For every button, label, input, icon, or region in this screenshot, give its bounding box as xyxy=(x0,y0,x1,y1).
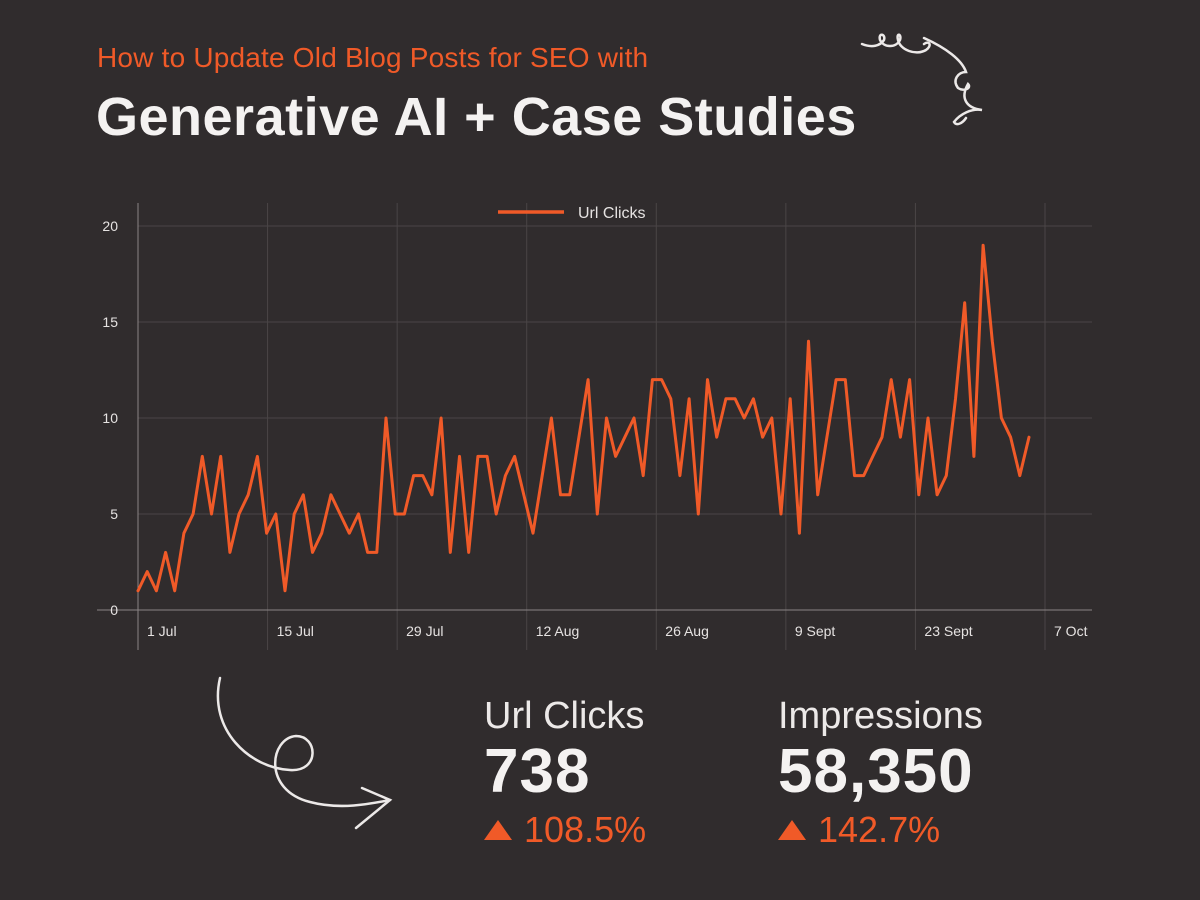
stat-change-value: 108.5% xyxy=(524,809,647,850)
legend-label: Url Clicks xyxy=(578,205,646,222)
x-tick-label: 12 Aug xyxy=(536,623,580,639)
y-axis-ticks: 0 5 10 15 20 xyxy=(102,218,118,618)
stat-label: Impressions xyxy=(778,695,983,737)
page-subtitle: How to Update Old Blog Posts for SEO wit… xyxy=(97,42,649,73)
x-tick-label: 7 Oct xyxy=(1054,623,1088,639)
x-tick-label: 9 Sept xyxy=(795,623,836,639)
series-line xyxy=(136,243,1031,593)
stat-change: 108.5% xyxy=(484,809,646,851)
y-tick-label: 5 xyxy=(110,506,118,522)
y-tick-label: 0 xyxy=(110,602,118,618)
x-tick-label: 1 Jul xyxy=(147,623,177,639)
page-title: Generative AI + Case Studies xyxy=(96,87,857,147)
stat-impressions: Impressions 58,350 142.7% xyxy=(778,695,983,851)
stat-value: 738 xyxy=(484,737,591,806)
chart-grid xyxy=(138,203,1092,650)
y-tick-label: 15 xyxy=(102,314,118,330)
squiggle-decoration-icon xyxy=(860,33,983,126)
chart-legend: Url Clicks xyxy=(498,205,646,222)
stat-value: 58,350 xyxy=(778,737,974,806)
triangle-up-icon xyxy=(484,820,512,840)
chart-series xyxy=(136,243,1031,593)
triangle-up-icon xyxy=(778,820,806,840)
y-tick-label: 20 xyxy=(102,218,118,234)
stat-change: 142.7% xyxy=(778,809,983,851)
x-tick-label: 29 Jul xyxy=(406,623,443,639)
x-tick-label: 26 Aug xyxy=(665,623,709,639)
y-tick-label: 10 xyxy=(102,410,118,426)
stat-change-value: 142.7% xyxy=(818,809,941,850)
x-tick-label: 15 Jul xyxy=(277,623,314,639)
chart-axes xyxy=(97,203,1092,650)
x-axis-ticks: 1 Jul 15 Jul 29 Jul 12 Aug 26 Aug 9 Sept 23 Se… xyxy=(147,623,1088,639)
stat-label: Url Clicks xyxy=(484,695,645,737)
curved-arrow-icon xyxy=(216,676,393,830)
x-tick-label: 23 Sept xyxy=(924,623,972,639)
stat-url-clicks: Url Clicks 738 108.5% xyxy=(484,695,646,851)
